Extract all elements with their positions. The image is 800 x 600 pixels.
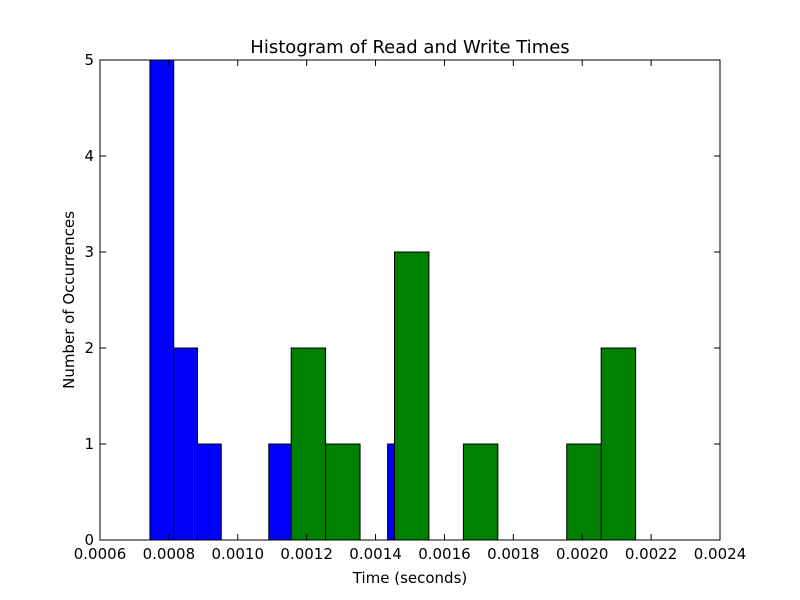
y-tick-label: 3 bbox=[84, 243, 94, 261]
bar-series-1-bin-1 bbox=[149, 59, 175, 541]
bar-series-1-bin-2 bbox=[173, 347, 198, 541]
bar-series-1-bin-4 bbox=[268, 443, 294, 541]
bar-series-2-bin-2 bbox=[325, 443, 361, 541]
x-tick-label: 0.0012 bbox=[280, 545, 333, 563]
x-tick-label: 0.0014 bbox=[349, 545, 402, 563]
x-tick-label: 0.0024 bbox=[694, 545, 747, 563]
x-tick-label: 0.0018 bbox=[487, 545, 540, 563]
bar-series-2-bin-4 bbox=[462, 443, 499, 541]
x-tick-label: 0.0020 bbox=[556, 545, 609, 563]
chart-title: Histogram of Read and Write Times bbox=[250, 37, 569, 58]
plot-frame bbox=[99, 59, 721, 541]
y-tick-label: 2 bbox=[84, 339, 94, 357]
y-tick-label: 0 bbox=[84, 531, 94, 549]
y-tick-label: 5 bbox=[84, 51, 94, 69]
x-tick-label: 0.0022 bbox=[625, 545, 678, 563]
bar-series-2-bin-3 bbox=[394, 251, 430, 541]
y-axis-label: Number of Occurrences bbox=[60, 211, 78, 389]
x-tick-label: 0.0016 bbox=[418, 545, 471, 563]
y-tick-label: 4 bbox=[84, 147, 94, 165]
y-tick-label: 1 bbox=[84, 435, 94, 453]
x-axis-label: Time (seconds) bbox=[352, 569, 468, 587]
bars-layer bbox=[149, 59, 637, 541]
bar-series-2-bin-6 bbox=[600, 347, 637, 541]
ticks-layer: 0.0006 0.0008 0.0010 0.0012 0.0014 0.0016 0.00… bbox=[74, 51, 747, 563]
bar-series-2-bin-5 bbox=[566, 443, 602, 541]
bar-series-1-bin-3 bbox=[196, 443, 222, 541]
bar-series-2-bin-1 bbox=[290, 347, 327, 541]
x-tick-label: 0.0008 bbox=[143, 545, 196, 563]
x-tick-label: 0.0006 bbox=[74, 545, 127, 563]
x-tick-label: 0.0010 bbox=[212, 545, 265, 563]
